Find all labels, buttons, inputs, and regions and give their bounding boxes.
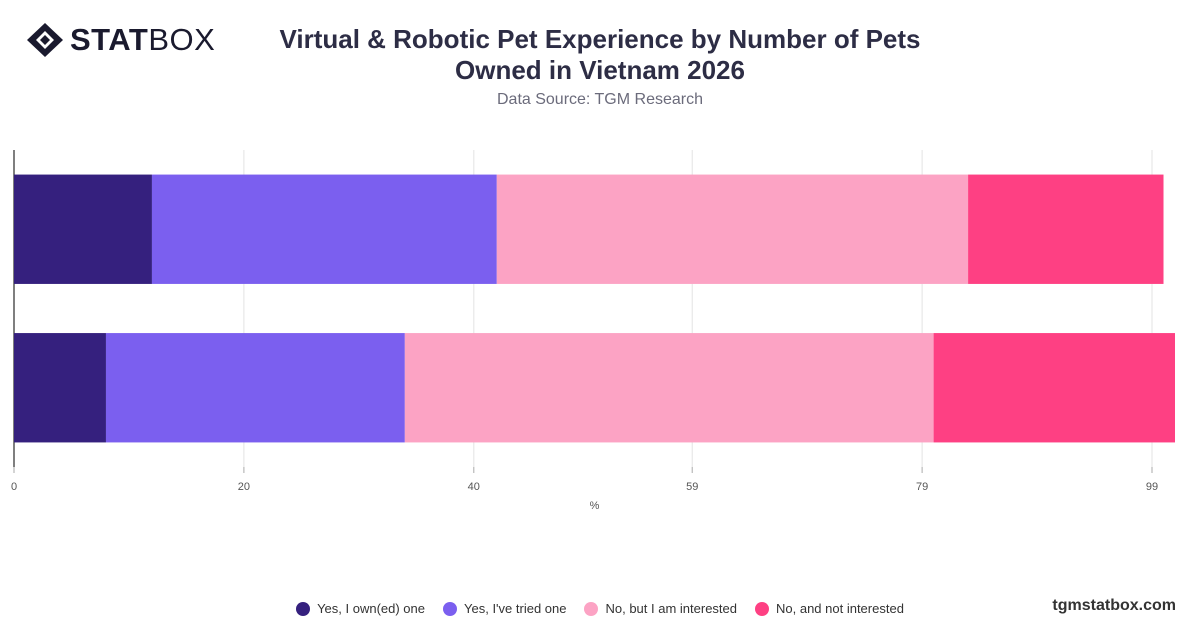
legend-swatch xyxy=(296,601,311,616)
logo-wordmark: STATBOX xyxy=(70,22,215,58)
bar-segment xyxy=(151,174,497,284)
brand-url[interactable]: tgmstatbox.com xyxy=(1052,597,1176,614)
chart-subtitle: Data Source: TGM Research xyxy=(496,91,703,108)
x-tick-label: 20 xyxy=(238,481,250,493)
stacked-bar-chart: 0 20 40 59 79 99% xyxy=(11,150,1175,512)
legend-item[interactable]: Yes, I've tried one xyxy=(443,601,566,616)
x-tick-label: 99 xyxy=(1146,481,1158,493)
x-tick-label: 40 xyxy=(468,481,480,493)
bar-segment xyxy=(496,174,969,284)
bar-segment xyxy=(404,333,934,443)
legend-label: Yes, I've tried one xyxy=(464,601,567,616)
logo-wordmark-bold: STAT xyxy=(70,22,149,57)
legend-label: No, but I am interested xyxy=(605,601,737,616)
x-tick-label: 0 xyxy=(11,481,17,493)
statbox-diamond-icon xyxy=(27,23,63,57)
x-axis-label: % xyxy=(590,500,600,512)
chart-title: Virtual & Robotic Pet Experience by Numb… xyxy=(279,24,921,85)
bar-segment xyxy=(933,333,1175,443)
bar-segment xyxy=(14,174,152,284)
bar-segment xyxy=(968,174,1164,284)
legend-label: No, and not interested xyxy=(776,601,904,616)
legend-label: Yes, I own(ed) one xyxy=(317,601,426,616)
legend-item[interactable]: No, but I am interested xyxy=(584,601,737,616)
legend-swatch xyxy=(584,601,599,616)
x-tick-label: 79 xyxy=(916,481,928,493)
bar-segment xyxy=(14,333,106,443)
x-tick-label: 59 xyxy=(686,481,698,493)
legend-swatch xyxy=(443,601,458,616)
bar-segment xyxy=(105,333,405,443)
legend-swatch xyxy=(755,601,769,616)
statbox-logo: STATBOX xyxy=(26,22,215,58)
chart-legend: Yes, I own(ed) one Yes, I've tried one No,… xyxy=(0,601,1200,616)
logo-wordmark-light: BOX xyxy=(148,22,216,57)
legend-item[interactable]: No, and not interested xyxy=(755,601,904,616)
legend-item[interactable]: Yes, I own(ed) one xyxy=(296,601,425,616)
